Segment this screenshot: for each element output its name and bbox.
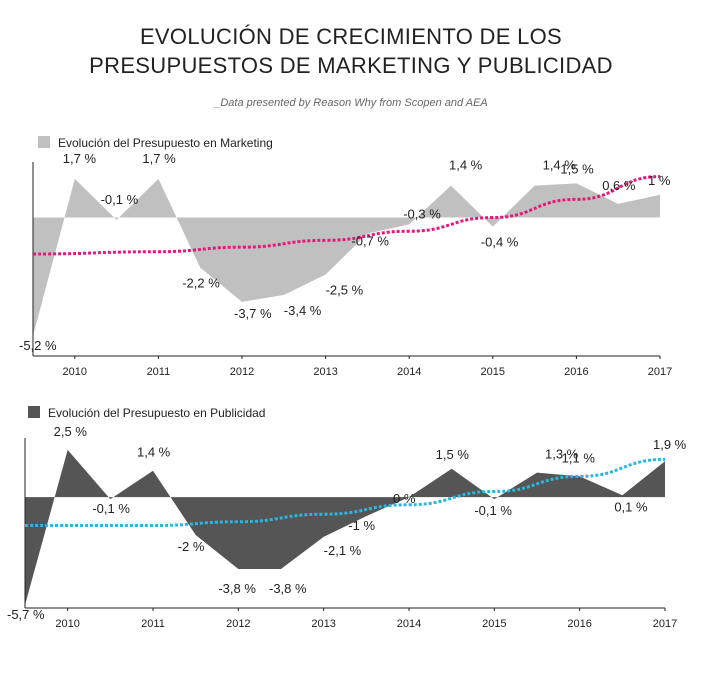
data-label: 0 % <box>393 491 416 506</box>
data-label: 0,6 % <box>602 178 636 193</box>
trend-line <box>25 457 666 528</box>
data-label: -0,1 % <box>474 503 512 518</box>
data-label: -3,4 % <box>284 303 322 318</box>
area-series <box>33 178 660 336</box>
data-label: -0,1 % <box>101 192 139 207</box>
data-label: 1,5 % <box>560 161 594 176</box>
data-label: -0,4 % <box>481 235 519 250</box>
x-tick-label: 2011 <box>147 366 171 378</box>
data-label: 1,7 % <box>63 151 97 166</box>
x-tick-label: 2013 <box>313 366 337 378</box>
data-label: 1,4 % <box>137 445 171 460</box>
x-tick-label: 2012 <box>230 366 254 378</box>
data-label: -2,1 % <box>324 543 362 558</box>
x-tick-label: 2014 <box>397 366 421 378</box>
x-tick-label: 2016 <box>567 618 591 630</box>
data-label: -2 % <box>178 539 205 554</box>
data-label: 0,1 % <box>614 499 648 514</box>
legend-label: Evolución del Presupuesto en Marketing <box>58 136 273 150</box>
title-line-1: EVOLUCIÓN DE CRECIMIENTO DE LOS <box>139 24 563 49</box>
x-tick-label: 2014 <box>397 618 421 630</box>
x-tick-label: 2012 <box>226 618 250 630</box>
x-tick-label: 2017 <box>648 366 672 378</box>
data-label: 1,7 % <box>142 151 176 166</box>
chart-title: EVOLUCIÓN DE CRECIMIENTO DE LOS PRESUPUE… <box>0 22 702 80</box>
chart-subtitle: _Data presented by Reason Why from Scope… <box>214 97 488 109</box>
data-label: -3,8 % <box>218 581 256 596</box>
data-label: -0,3 % <box>403 206 441 221</box>
trend-line <box>32 175 661 256</box>
x-tick-label: 2010 <box>63 366 87 378</box>
x-tick-label: 2010 <box>55 618 79 630</box>
data-label: 1,4 % <box>449 158 483 173</box>
data-label: 2,5 % <box>54 424 88 439</box>
data-label: 1,4 % <box>543 158 577 173</box>
data-label: -3,8 % <box>269 581 307 596</box>
data-label: 1,3 % <box>545 447 579 462</box>
x-tick-label: 2015 <box>481 366 505 378</box>
x-tick-label: 2017 <box>653 618 677 630</box>
data-label: -0,1 % <box>92 501 130 516</box>
chart-1: Evolución del Presupuesto en Marketing 20… <box>19 136 672 378</box>
legend-swatch <box>38 136 50 148</box>
data-label: -5,2 % <box>19 338 57 353</box>
data-label: 1,9 % <box>653 437 687 452</box>
data-label: -3,7 % <box>234 306 272 321</box>
chart-2: Evolución del Presupuesto en Publicidad 2… <box>7 406 687 630</box>
x-tick-label: 2016 <box>564 366 588 378</box>
x-tick-label: 2013 <box>311 618 335 630</box>
x-tick-label: 2015 <box>482 618 506 630</box>
legend-swatch <box>28 406 40 418</box>
legend-label: Evolución del Presupuesto en Publicidad <box>48 406 265 420</box>
data-label: 1 % <box>648 173 671 188</box>
x-tick-label: 2011 <box>141 618 165 630</box>
data-label: -2,5 % <box>326 283 364 298</box>
area-series <box>25 449 665 605</box>
data-label: -1 % <box>348 518 375 533</box>
data-label: -2,2 % <box>182 276 220 291</box>
data-label: -5,7 % <box>7 607 45 622</box>
data-label: 1,1 % <box>562 450 596 465</box>
title-line-2: PRESUPUESTOS DE MARKETING Y PUBLICIDAD <box>89 53 613 78</box>
data-label: 1,5 % <box>436 447 470 462</box>
data-label: -0,7 % <box>351 234 389 249</box>
